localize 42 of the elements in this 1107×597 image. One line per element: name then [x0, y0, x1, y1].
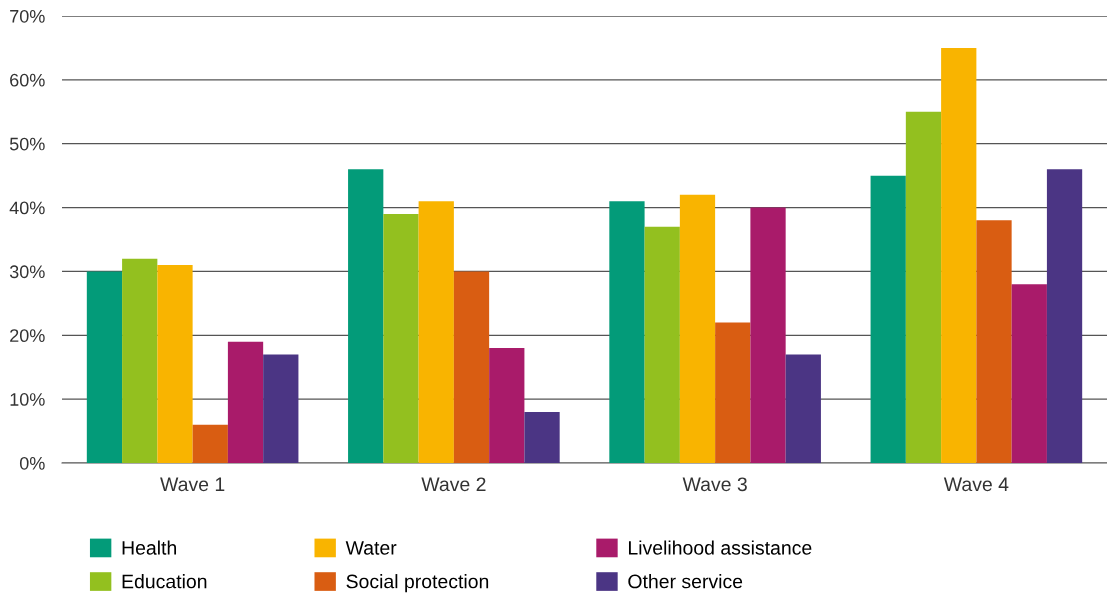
bar	[750, 207, 786, 463]
legend-label: Social protection	[346, 574, 489, 593]
bar	[489, 348, 525, 463]
bar	[192, 424, 228, 463]
y-tick-label: 30%	[9, 265, 45, 279]
x-tick-label: Wave 4	[943, 477, 1009, 492]
bar	[644, 226, 680, 463]
y-tick-label: 0%	[19, 456, 45, 470]
bar	[453, 271, 490, 463]
bar	[941, 47, 977, 463]
y-tick-label: 50%	[9, 137, 45, 151]
bar	[157, 265, 193, 463]
bar	[1011, 284, 1047, 463]
bar	[86, 271, 123, 463]
bar	[905, 111, 942, 463]
bar	[383, 213, 419, 463]
y-tick-label: 10%	[10, 393, 45, 406]
legend-label: Livelihood assistance	[628, 540, 812, 555]
x-tick-label: Wave 2	[421, 477, 486, 492]
bar	[715, 322, 751, 463]
x-tick-label: Wave 1	[160, 477, 225, 492]
legend-label: Other service	[628, 574, 743, 589]
bar	[679, 194, 716, 463]
legend-label: Water	[345, 541, 397, 555]
legend-label: Health	[122, 540, 177, 555]
legend-label: Education	[122, 574, 207, 589]
y-tick-label: 60%	[10, 73, 45, 87]
bar	[227, 341, 264, 463]
x-tick-label: Wave 3	[682, 477, 747, 492]
bar	[1046, 169, 1083, 463]
y-tick-label: 40%	[9, 201, 45, 215]
bar	[524, 411, 560, 463]
bar	[870, 175, 906, 463]
bar	[348, 169, 384, 463]
y-tick-label: 20%	[10, 329, 45, 343]
bar	[263, 354, 299, 463]
bar	[609, 201, 645, 463]
bar	[785, 354, 821, 463]
y-tick-label: 70%	[10, 9, 45, 23]
bar	[122, 258, 158, 463]
bar	[418, 201, 454, 463]
bar	[976, 220, 1012, 463]
